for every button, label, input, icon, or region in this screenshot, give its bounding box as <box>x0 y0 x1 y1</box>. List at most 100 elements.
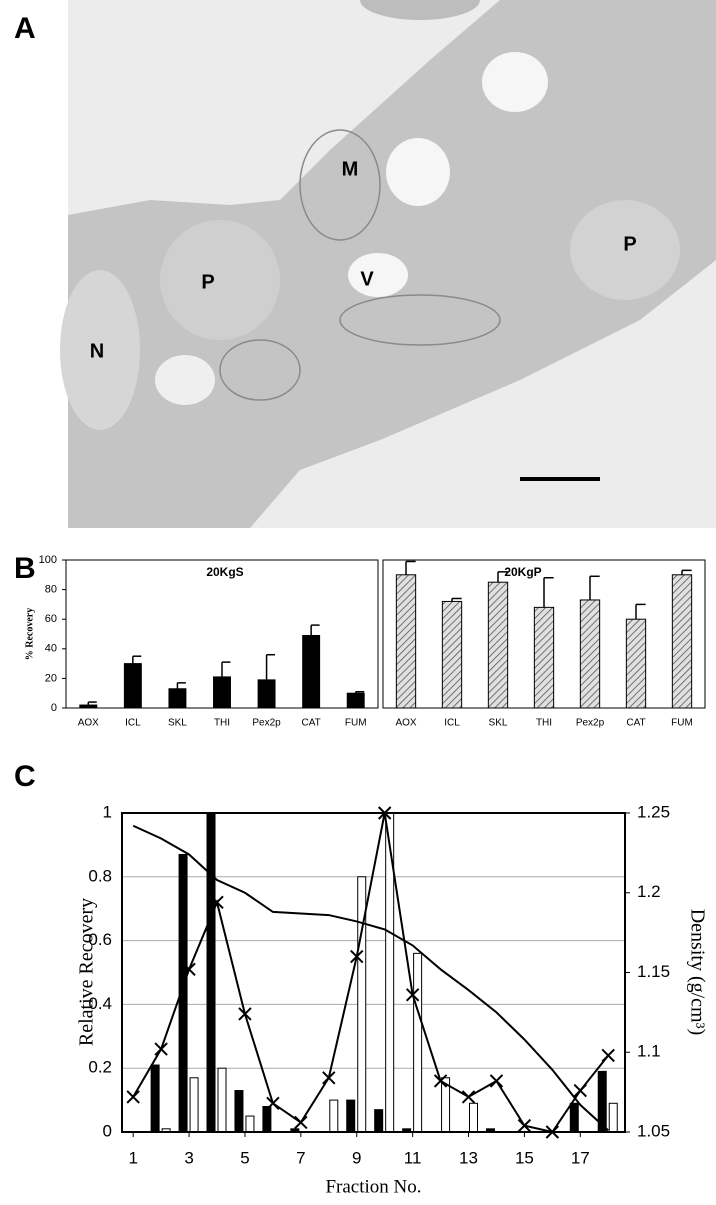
y2-tick-label: 1.15 <box>637 962 670 981</box>
marker <box>601 1048 615 1063</box>
bar <box>441 600 463 709</box>
x-tick-label: 15 <box>515 1148 534 1167</box>
bar <box>150 1064 160 1133</box>
y-axis-label: % Recovery <box>24 608 35 660</box>
bar <box>487 581 509 709</box>
y-tick-label: 0 <box>51 702 57 714</box>
x-tick-label: 11 <box>404 1148 422 1167</box>
micrograph-label: V <box>360 268 374 290</box>
bar <box>469 1102 479 1133</box>
x-tick-label: AOX <box>395 718 416 729</box>
bar <box>346 1099 356 1133</box>
micrograph <box>60 0 716 528</box>
y2-tick-label: 1.25 <box>637 802 670 821</box>
micrograph-label: P <box>201 271 214 293</box>
x-tick-label: 9 <box>352 1148 361 1167</box>
chart-title: 20KgP <box>504 565 541 579</box>
bar <box>608 1102 618 1133</box>
line <box>132 812 610 1134</box>
y-tick-label: 60 <box>45 613 57 625</box>
marker <box>154 1042 168 1056</box>
panel-label: A <box>14 12 36 45</box>
y2-tick-label: 1.2 <box>637 882 661 901</box>
bar <box>217 1067 227 1133</box>
x-axis-label: Fraction No. <box>325 1176 421 1197</box>
x-tick-label: CAT <box>302 718 321 729</box>
bar <box>234 1090 244 1133</box>
y-tick-label: 0.8 <box>88 866 112 885</box>
x-tick-label: Pex2p <box>576 718 605 729</box>
marker <box>126 1090 140 1104</box>
bar <box>346 692 365 709</box>
y-tick-label: 0 <box>103 1121 112 1140</box>
y-tick-label: 80 <box>45 584 57 596</box>
bar <box>168 688 187 709</box>
bar <box>671 574 693 709</box>
y-tick-label: 1 <box>103 802 112 821</box>
y-tick-label: 0.2 <box>88 1058 112 1077</box>
line <box>132 824 609 1132</box>
chart-title: 20KgS <box>206 565 243 579</box>
marker <box>210 895 224 910</box>
marker <box>350 949 364 964</box>
marker <box>405 988 420 1002</box>
bar <box>257 679 276 709</box>
y2-axis-label: Density (g/cm³) <box>686 909 708 1036</box>
x-tick-label: 13 <box>459 1148 478 1167</box>
micrograph-label: M <box>342 158 359 180</box>
marker <box>517 1118 532 1133</box>
y-tick-label: 100 <box>39 554 57 566</box>
x-tick-label: FUM <box>671 718 693 729</box>
marker <box>294 1115 308 1130</box>
x-tick-label: 17 <box>571 1148 590 1167</box>
marker <box>433 1074 448 1088</box>
bar <box>206 812 216 1133</box>
bar <box>579 599 601 709</box>
plot-frame <box>121 812 626 1133</box>
x-tick-label: SKL <box>168 718 187 729</box>
bar <box>262 1105 272 1133</box>
bar <box>79 704 98 709</box>
bar <box>245 1115 255 1133</box>
x-tick-label: Pex2p <box>252 718 281 729</box>
bar <box>625 618 647 709</box>
y2-tick-label: 1.05 <box>637 1121 670 1140</box>
bar <box>413 952 423 1133</box>
x-tick-label: 5 <box>240 1148 249 1167</box>
x-tick-label: AOX <box>78 718 99 729</box>
bar <box>533 606 555 709</box>
y-axis-label: Relative Recovery <box>76 898 98 1046</box>
bar <box>374 1109 384 1133</box>
marker <box>266 1096 280 1110</box>
x-tick-label: THI <box>536 718 552 729</box>
marker <box>489 1074 504 1088</box>
marker <box>238 1007 252 1021</box>
y-tick-label: 0.4 <box>88 994 112 1013</box>
x-tick-label: ICL <box>125 718 141 729</box>
x-tick-label: 1 <box>128 1148 137 1167</box>
x-tick-label: FUM <box>345 718 367 729</box>
x-tick-label: SKL <box>489 718 508 729</box>
micrograph-label: N <box>90 340 104 362</box>
marker <box>461 1090 476 1104</box>
bar <box>302 634 321 709</box>
bar <box>189 1077 199 1133</box>
x-tick-label: THI <box>214 718 230 729</box>
marker <box>182 962 196 977</box>
bar <box>329 1099 339 1133</box>
x-tick-label: 7 <box>296 1148 305 1167</box>
marker <box>322 1071 336 1085</box>
panel-label: B <box>14 552 36 585</box>
y2-tick-label: 1.1 <box>637 1042 661 1061</box>
bar <box>395 574 417 709</box>
y-tick-label: 40 <box>45 643 57 655</box>
bar <box>123 663 142 709</box>
y-tick-label: 20 <box>45 672 57 684</box>
x-tick-label: 3 <box>184 1148 193 1167</box>
micrograph-label: P <box>623 233 636 255</box>
bar <box>213 676 231 709</box>
x-tick-label: ICL <box>444 718 460 729</box>
y-tick-label: 0.6 <box>88 930 112 949</box>
